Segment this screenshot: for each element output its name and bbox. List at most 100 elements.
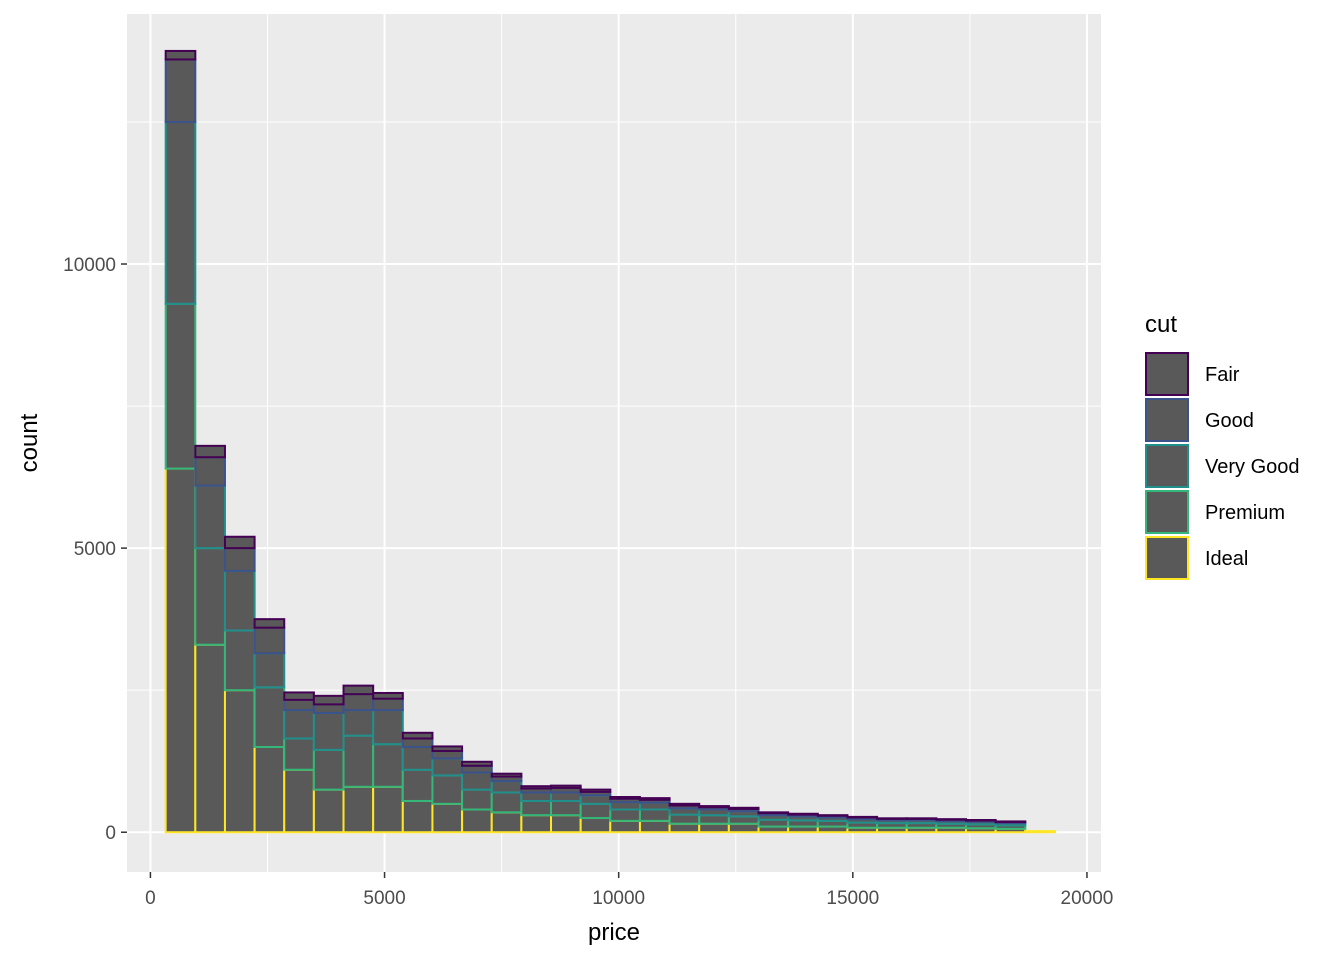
bar-premium (372, 743, 404, 788)
bar-ideal (401, 799, 434, 834)
bar-fair (490, 772, 523, 778)
bar-good (164, 58, 197, 123)
bar-ideal (638, 819, 671, 834)
x-tick-label: 10000 (592, 888, 645, 909)
bar-fair (550, 784, 582, 789)
bar-good (253, 626, 286, 655)
bar-fair (431, 745, 464, 752)
bar-fair (994, 820, 1027, 823)
bar-fair (461, 760, 493, 767)
bar-very-good (461, 771, 493, 791)
bar-premium (520, 799, 553, 817)
bar-very-good (312, 711, 345, 751)
legend-key-good (1145, 398, 1189, 442)
bar-fair (757, 811, 790, 815)
bar-ideal (253, 745, 286, 834)
bar-fair (638, 797, 671, 801)
bar-ideal (283, 768, 315, 834)
bar-fair (846, 815, 879, 819)
bar-very-good (342, 709, 375, 737)
bar-fair (372, 692, 404, 700)
grid-minor-lines (127, 14, 1101, 872)
legend-label-fair: Fair (1205, 364, 1240, 386)
bar-good (342, 693, 375, 712)
bar-ideal (609, 819, 641, 834)
legend-label-good: Good (1205, 410, 1254, 432)
bar-fair (520, 785, 553, 790)
bar-very-good (550, 791, 582, 802)
legend-label-premium: Premium (1205, 502, 1285, 524)
legend-label-ideal: Ideal (1205, 548, 1248, 570)
bar-ideal (164, 467, 197, 834)
legend-key-ideal (1145, 536, 1189, 580)
bar-premium (579, 802, 612, 820)
bar-ideal (194, 643, 226, 834)
bar-very-good (164, 120, 197, 305)
y-axis-ticks: 0 5000 10000 (63, 255, 127, 844)
bar-ideal (1024, 830, 1056, 834)
bar-very-good (283, 709, 315, 740)
bar-fair (283, 691, 315, 701)
y-axis-title: count (16, 413, 43, 472)
bar-good (312, 703, 345, 714)
bar-very-good (431, 757, 464, 777)
x-tick-label: 15000 (826, 888, 879, 909)
bar-fair (609, 795, 641, 800)
bar-ideal (342, 785, 375, 834)
bar-premium (164, 302, 197, 470)
bar-fair (194, 444, 226, 459)
legend-title: cut (1145, 311, 1177, 338)
bar-premium (461, 788, 493, 811)
bar-premium (194, 547, 226, 646)
bar-premium (550, 799, 582, 817)
bar-very-good (223, 569, 256, 632)
x-tick-label: 0 (145, 888, 156, 909)
bar-fair (905, 817, 938, 820)
bar-very-good (638, 801, 671, 811)
bar-premium (757, 818, 790, 828)
bar-premium (312, 748, 345, 791)
bar-premium (283, 737, 315, 771)
bar-good (461, 764, 493, 774)
bar-fair (935, 818, 967, 821)
bar-premium (490, 791, 523, 814)
bar-good (194, 456, 226, 487)
bar-ideal (698, 822, 730, 834)
bar-fair (698, 805, 730, 809)
bar-fair (727, 806, 760, 810)
bar-premium (253, 686, 286, 748)
legend-label-very-good: Very Good (1205, 456, 1300, 478)
x-tick-label: 5000 (363, 888, 405, 909)
bar-very-good (579, 794, 612, 805)
bar-very-good (609, 801, 641, 811)
bar-very-good (253, 652, 286, 689)
bar-fair (876, 817, 908, 820)
x-tick-label: 20000 (1061, 888, 1114, 909)
legend: cut Fair Good Very Good Premium Ideal (1145, 311, 1300, 580)
bar-ideal (490, 811, 523, 834)
bar-fair (312, 694, 345, 706)
bar-good (372, 697, 404, 712)
bar-fair (253, 618, 286, 629)
bar-fair (164, 49, 197, 61)
bar-very-good (490, 780, 523, 794)
y-tick-label: 10000 (63, 255, 116, 276)
bar-ideal (461, 808, 493, 834)
bar-premium (609, 808, 641, 822)
bar-good (401, 737, 434, 748)
bar-fair (223, 535, 256, 550)
bar-fair (401, 731, 434, 740)
bar-ideal (668, 822, 701, 834)
bar-very-good (401, 745, 434, 771)
bar-fair (816, 814, 849, 817)
bar-good (223, 547, 256, 572)
bar-fair (668, 802, 701, 807)
bar-fair (787, 812, 819, 816)
bar-premium (727, 815, 760, 825)
grid-major-lines (127, 14, 1101, 872)
bar-fair (579, 788, 612, 793)
bar-ideal (312, 788, 345, 834)
bar-ideal (550, 814, 582, 834)
bar-very-good (520, 791, 553, 802)
